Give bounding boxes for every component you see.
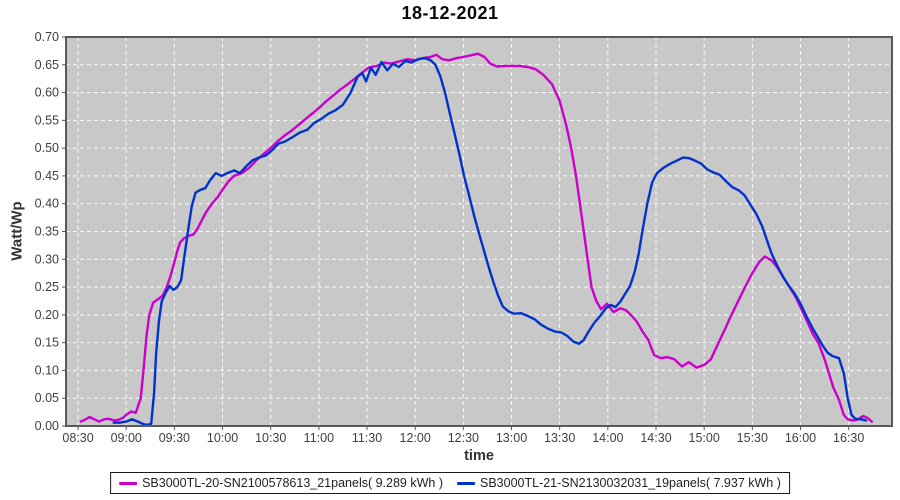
svg-text:0.50: 0.50 [35,141,59,155]
svg-text:10:30: 10:30 [255,431,286,445]
svg-text:12:00: 12:00 [400,431,431,445]
svg-text:0.55: 0.55 [35,113,59,127]
svg-text:0.10: 0.10 [35,363,59,377]
y-axis-label: Watt/Wp [8,201,26,261]
svg-text:0.70: 0.70 [35,30,59,44]
svg-text:13:30: 13:30 [544,431,575,445]
x-axis-label: time [464,448,494,464]
svg-text:0.25: 0.25 [35,280,59,294]
svg-text:0.40: 0.40 [35,197,59,211]
legend-item-inverter-21: SB3000TL-21-SN2130032031_19panels( 7.937… [457,476,781,490]
legend-item-inverter-20: SB3000TL-20-SN2100578613_21panels( 9.289… [119,476,443,490]
svg-text:0.20: 0.20 [35,308,59,322]
svg-text:16:00: 16:00 [785,431,816,445]
legend-label: SB3000TL-20-SN2100578613_21panels( 9.289… [142,476,443,490]
svg-text:16:30: 16:30 [833,431,864,445]
svg-text:09:30: 09:30 [159,431,190,445]
svg-text:0.65: 0.65 [35,58,59,72]
svg-text:14:00: 14:00 [592,431,623,445]
legend: SB3000TL-20-SN2100578613_21panels( 9.289… [110,472,790,494]
series-line-blue-icon [457,481,475,485]
svg-text:11:30: 11:30 [352,431,382,445]
svg-text:0.15: 0.15 [35,336,59,350]
svg-text:0.05: 0.05 [35,391,59,405]
svg-text:09:00: 09:00 [111,431,142,445]
svg-text:08:30: 08:30 [62,431,93,445]
svg-text:15:30: 15:30 [737,431,768,445]
legend-label: SB3000TL-21-SN2130032031_19panels( 7.937… [480,476,781,490]
series-line-magenta-icon [119,481,138,485]
svg-text:14:30: 14:30 [640,431,671,445]
svg-text:15:00: 15:00 [689,431,720,445]
svg-text:11:00: 11:00 [304,431,334,445]
svg-text:12:30: 12:30 [448,431,479,445]
svg-text:0.35: 0.35 [35,225,59,239]
svg-text:0.00: 0.00 [35,419,59,433]
svg-text:0.30: 0.30 [35,252,59,266]
svg-text:10:00: 10:00 [207,431,238,445]
svg-text:0.45: 0.45 [35,169,59,183]
chart-title: 18-12-2021 [401,3,499,23]
svg-text:13:00: 13:00 [496,431,527,445]
svg-text:0.60: 0.60 [35,86,59,100]
